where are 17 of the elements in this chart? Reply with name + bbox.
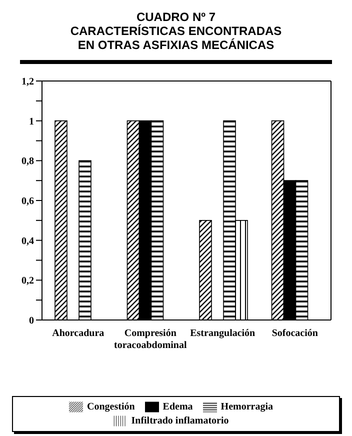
x-tick-label: Estrangulación <box>190 328 256 339</box>
y-tick-label: 0 <box>29 316 34 327</box>
y-tick-label: 0,6 <box>22 196 34 208</box>
x-tick-label: Sofocación <box>272 328 318 339</box>
x-tick-label: Ahorcadura <box>52 328 104 339</box>
y-tick-label: 1,2 <box>22 76 34 88</box>
legend-label: Congestión <box>87 401 135 412</box>
legend-label: Hemorragia <box>220 401 273 412</box>
y-tick-label: 1 <box>29 116 34 128</box>
y-tick-label: 0,4 <box>22 236 34 247</box>
y-tick-label: 0,8 <box>22 156 34 168</box>
legend-label: Infiltrado inflamatorio <box>131 415 229 426</box>
y-tick-label: 0,2 <box>22 276 34 287</box>
legend-label: Edema <box>162 401 193 412</box>
chart-subtitle: CARACTERÍSTICAS ENCONTRADAS EN OTRAS ASFIXIAS MECÁNICAS <box>69 24 283 52</box>
chart-title: CUADRO Nº 7 <box>135 10 217 24</box>
x-tick-label: Compresión toracoabdominal <box>114 328 187 351</box>
